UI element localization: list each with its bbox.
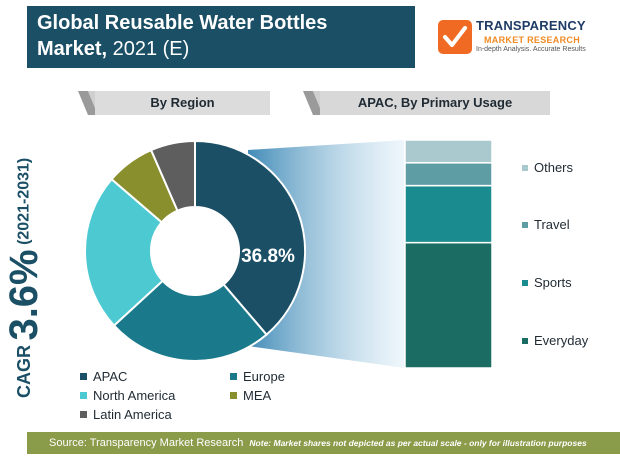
stack-segment-others	[404, 139, 493, 164]
region-legend-item-north-america: North America	[80, 387, 175, 403]
title-banner: Global Reusable Water Bottles Market, 20…	[27, 6, 415, 68]
pie-slice-north-america	[84, 177, 165, 327]
others-swatch	[522, 164, 528, 171]
stack-segment-sports	[404, 184, 493, 244]
europe-swatch	[230, 373, 237, 381]
chart-title: Global Reusable Water Bottles	[37, 12, 328, 34]
region-legend-item-latin-america: Latin America	[80, 406, 172, 422]
usage-label-everyday: Everyday	[522, 332, 588, 348]
logo-tagline: In-depth Analysis. Accurate Results	[476, 46, 586, 53]
usage-label-text: Travel	[534, 217, 570, 233]
mea-swatch	[230, 392, 237, 400]
usage-label-travel: Travel	[522, 216, 570, 232]
usage-label-text: Everyday	[534, 333, 589, 349]
apac-usage-banner: APAC, By Primary Usage	[320, 91, 550, 115]
apac-swatch	[80, 373, 87, 381]
footer-note: Note: Market shares not depicted as per …	[249, 438, 587, 448]
footer-bar: Source: Transparency Market Research Note…	[27, 432, 620, 454]
usage-label-others: Others	[522, 159, 573, 175]
region-legend-item-apac: APAC	[80, 368, 127, 384]
region-donut-chart	[84, 139, 306, 362]
sports-swatch	[522, 279, 528, 286]
usage-label-sports: Sports	[522, 274, 572, 290]
latin-america-swatch	[80, 411, 87, 419]
tmr-logo-icon	[438, 20, 472, 54]
tmr-logo: TRANSPARENCY MARKET RESEARCH In-depth An…	[438, 16, 618, 60]
legend-label: Latin America	[93, 407, 172, 423]
logo-subtitle: MARKET RESEARCH	[484, 35, 581, 45]
legend-label: APAC	[93, 369, 128, 385]
usage-label-text: Sports	[534, 275, 572, 291]
logo-name: TRANSPARENCY	[476, 18, 586, 33]
stack-segment-travel	[404, 162, 493, 187]
legend-label: MEA	[243, 388, 272, 404]
north-america-swatch	[80, 392, 87, 400]
legend-label: Europe	[243, 369, 285, 385]
apac-share-label: 36.8%	[241, 246, 295, 267]
pie-slice-apac	[194, 139, 306, 336]
chart-title-year: 2021 (E)	[107, 38, 190, 60]
chart-title-line2: Market, 2021 (E)	[37, 36, 415, 62]
region-legend-item-mea: MEA	[230, 387, 271, 403]
region-legend-item-europe: Europe	[230, 368, 285, 384]
legend-label: North America	[93, 388, 176, 404]
stack-segment-everyday	[404, 241, 493, 369]
everyday-swatch	[522, 337, 528, 344]
pie-slice-europe	[112, 279, 268, 362]
region-banner: By Region	[95, 91, 270, 115]
source-text: Source: Transparency Market Research	[49, 437, 244, 449]
pie-slice-latin-america	[149, 139, 196, 212]
apac-usage-stacked-bar	[404, 139, 493, 369]
travel-swatch	[522, 221, 528, 228]
usage-label-text: Others	[534, 160, 574, 176]
chart-title-market: Market,	[37, 38, 108, 60]
